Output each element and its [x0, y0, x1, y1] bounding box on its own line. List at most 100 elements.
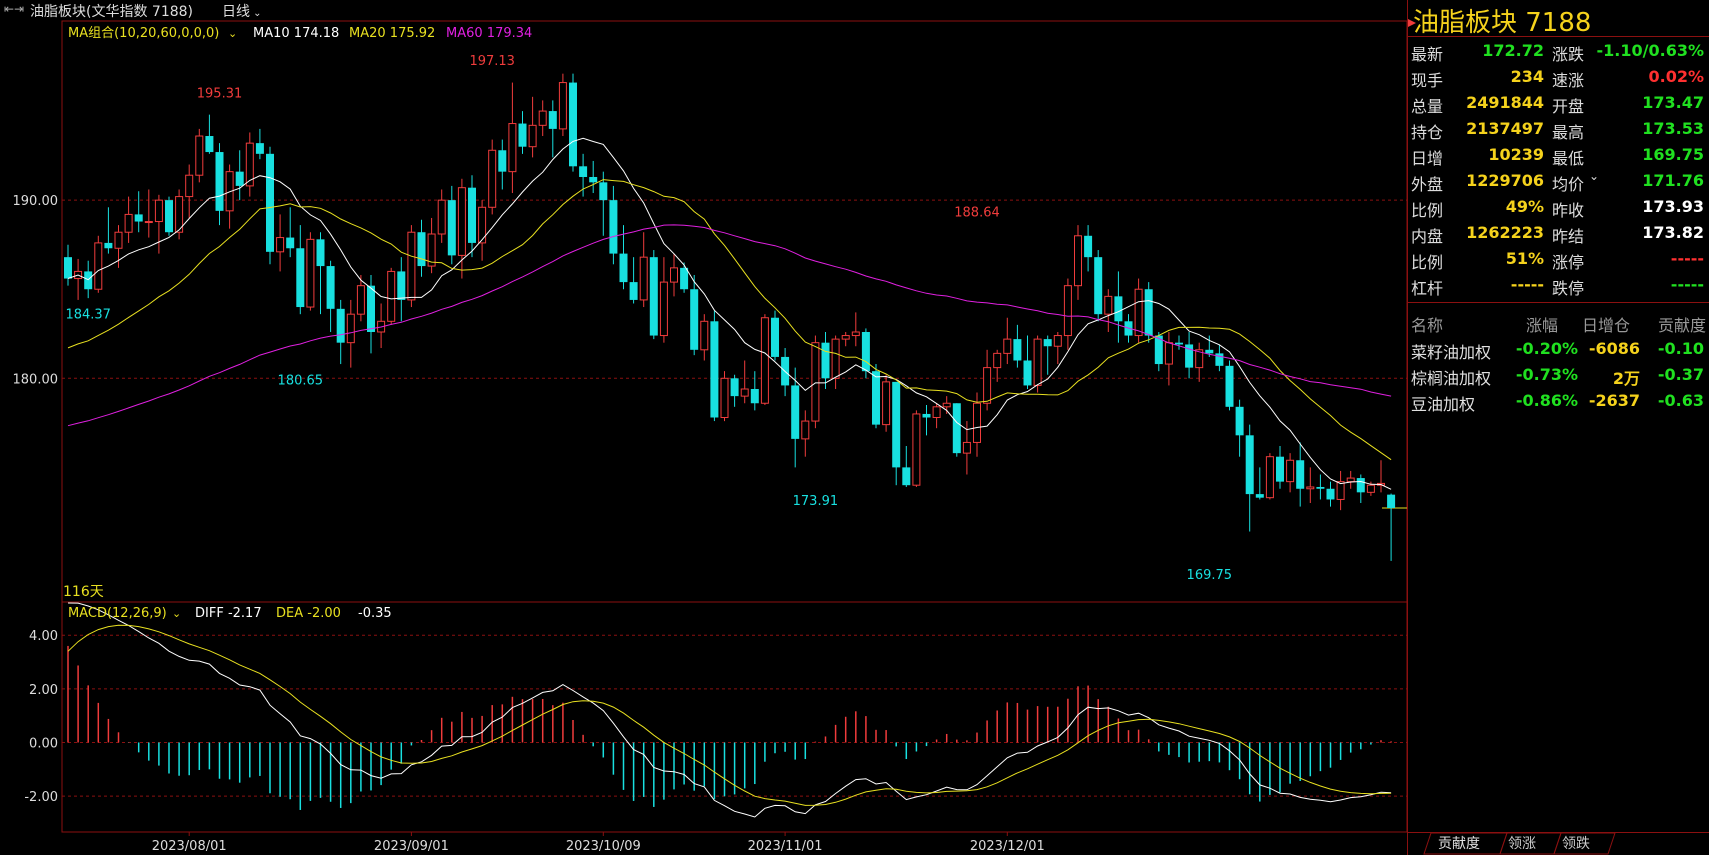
- candle-body: [1296, 460, 1305, 489]
- candle-body: [1245, 435, 1254, 495]
- candle-body: [892, 381, 901, 468]
- candle-body: [326, 266, 335, 309]
- candle-body: [1276, 456, 1284, 482]
- candle-body: [518, 123, 527, 147]
- candle-body: [468, 187, 476, 243]
- price-y-tick: 180.00: [13, 372, 59, 387]
- candle-body: [801, 420, 810, 440]
- price-annotation: 169.75: [1187, 568, 1233, 583]
- candle-body: [245, 142, 254, 187]
- candle-body: [437, 199, 446, 235]
- candle-body: [1235, 406, 1244, 436]
- candle-body: [1306, 486, 1315, 490]
- price-annotation: 188.64: [954, 205, 1000, 220]
- macd-legend-label[interactable]: MACD(12,26,9): [68, 606, 167, 621]
- quote-label: 涨跌: [1552, 45, 1585, 64]
- component-name: 棕榈油加权: [1411, 369, 1492, 388]
- header-oi[interactable]: 日增仓: [1582, 316, 1631, 335]
- candle-body: [659, 281, 668, 337]
- bar-count-label: 116天: [63, 584, 104, 600]
- candle-body: [1013, 339, 1022, 361]
- quote-label: 现手: [1411, 71, 1444, 90]
- x-tick-label: 2023/09/01: [374, 839, 449, 854]
- candle-body: [902, 467, 911, 486]
- macd-histogram: [67, 602, 1392, 818]
- candle-body: [1023, 360, 1032, 386]
- component-row[interactable]: 菜籽油加权 -0.20% -6086 -0.10: [1408, 337, 1708, 363]
- quote-value: 2491844: [1466, 93, 1544, 112]
- quote-row-marker-icon: [1408, 19, 1416, 27]
- quote-label: 跌停: [1552, 279, 1585, 298]
- tab-top-gainers[interactable]: 领涨: [1508, 836, 1536, 852]
- ma-legend-chevron-icon[interactable]: ⌄: [228, 27, 237, 40]
- candle-body: [730, 378, 739, 397]
- chart-area[interactable]: 190.00 180.00 4.00 2.00 0.00 -2.00 195.31 197…: [0, 0, 1407, 855]
- candle-body: [1104, 295, 1113, 315]
- resize-arrows-icon[interactable]: ⇤⇥: [4, 2, 25, 16]
- quote-value: 51%: [1505, 249, 1544, 268]
- tab-top-losers[interactable]: 领跌: [1562, 836, 1590, 852]
- macd-y-tick: 4.00: [29, 629, 58, 644]
- candle-body: [1316, 486, 1325, 489]
- tab-bar: [1407, 832, 1709, 855]
- candle-body: [114, 231, 123, 249]
- candle-body: [983, 367, 992, 404]
- x-tick-label: 2023/12/01: [970, 839, 1045, 854]
- quote-row: 总量 2491844 开盘 173.47: [1408, 91, 1708, 117]
- candle-body: [1185, 344, 1194, 368]
- price-annotation: 173.91: [793, 494, 839, 509]
- candle-body: [84, 271, 93, 290]
- candle-body: [548, 111, 557, 129]
- candle-body: [942, 402, 951, 408]
- macd-y-tick: -2.00: [24, 790, 58, 805]
- macd-legend-chevron-icon[interactable]: ⌄: [172, 607, 181, 620]
- quote-value: 169.75: [1642, 145, 1704, 164]
- quote-row: 比例 49% 昨收 173.93: [1408, 195, 1708, 221]
- candle-body: [750, 388, 759, 404]
- header-name[interactable]: 名称: [1411, 316, 1444, 335]
- candle-body: [1154, 335, 1163, 365]
- header-contrib[interactable]: 贡献度: [1658, 316, 1707, 335]
- tab-contribution[interactable]: 贡献度: [1438, 836, 1480, 852]
- component-oi: -2637: [1588, 391, 1640, 410]
- candle-body: [528, 124, 537, 148]
- component-row[interactable]: 棕榈油加权 -0.73% 2万 -0.37: [1408, 363, 1708, 389]
- candle-body: [922, 413, 931, 418]
- quote-value: 234: [1510, 67, 1544, 86]
- candle-body: [296, 248, 305, 308]
- diff-label: DIFF -2.17: [195, 606, 262, 621]
- period-selector[interactable]: 日线 ⌄: [222, 1, 262, 21]
- header-change[interactable]: 涨幅: [1526, 316, 1559, 335]
- candle-body: [1114, 296, 1123, 322]
- quote-value: 1262223: [1466, 223, 1544, 242]
- component-oi: 2万: [1612, 369, 1640, 388]
- dea-label: DEA -2.00: [276, 606, 341, 621]
- candle-body: [447, 200, 456, 256]
- candle-body: [973, 402, 981, 443]
- candle-body: [276, 237, 285, 253]
- component-name: 菜籽油加权: [1411, 343, 1492, 362]
- candle-body: [387, 270, 396, 322]
- candle-body: [134, 214, 143, 222]
- component-row[interactable]: 豆油加权 -0.86% -2637 -0.63: [1408, 389, 1708, 415]
- chevron-down-icon[interactable]: ⌄: [1589, 169, 1600, 183]
- ma-legend-label[interactable]: MA组合(10,20,60,0,0,0): [68, 26, 219, 41]
- quote-label: 日增: [1411, 149, 1444, 168]
- candle-body: [356, 285, 365, 315]
- candle-body: [346, 313, 355, 344]
- component-name: 豆油加权: [1411, 395, 1476, 414]
- ma20-label: MA20 175.92: [349, 26, 435, 41]
- candle-body: [670, 267, 678, 283]
- candle-body: [316, 239, 325, 267]
- candle-body: [882, 381, 891, 426]
- candle-body: [821, 342, 830, 379]
- quote-label: 速涨: [1552, 71, 1585, 90]
- macd-grid: 4.00 2.00 0.00 -2.00: [24, 629, 1407, 805]
- candle-body: [457, 187, 466, 256]
- quote-value: -----: [1670, 275, 1704, 294]
- candle-body: [94, 242, 103, 290]
- candle-body: [1144, 289, 1153, 336]
- candle-body: [811, 342, 820, 422]
- candle-body: [1094, 257, 1103, 315]
- candle-body: [185, 174, 194, 198]
